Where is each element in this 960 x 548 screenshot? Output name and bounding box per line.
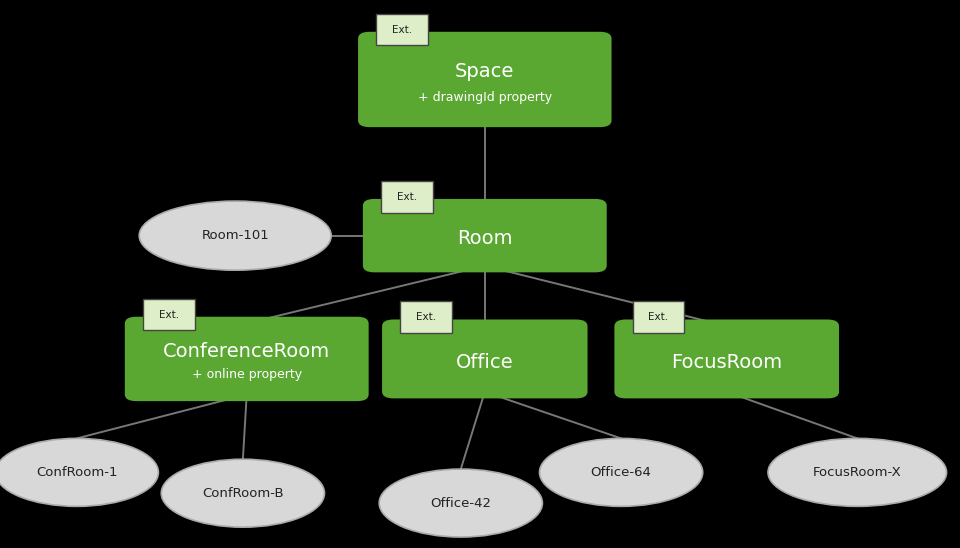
Ellipse shape [768, 438, 947, 506]
Text: + drawingId property: + drawingId property [418, 91, 552, 104]
Text: Ext.: Ext. [393, 25, 412, 35]
Text: Ext.: Ext. [397, 192, 417, 202]
Text: FocusRoom-X: FocusRoom-X [813, 466, 901, 479]
FancyBboxPatch shape [125, 317, 369, 401]
FancyBboxPatch shape [363, 199, 607, 272]
Text: ConfRoom-B: ConfRoom-B [202, 487, 284, 500]
Ellipse shape [540, 438, 703, 506]
Ellipse shape [161, 459, 324, 527]
Text: + online property: + online property [192, 368, 301, 381]
Text: Ext.: Ext. [649, 312, 668, 322]
Text: Room-101: Room-101 [202, 229, 269, 242]
Text: ConfRoom-1: ConfRoom-1 [36, 466, 117, 479]
FancyBboxPatch shape [382, 319, 588, 398]
Ellipse shape [379, 469, 542, 537]
Text: Ext.: Ext. [417, 312, 436, 322]
Text: ConferenceRoom: ConferenceRoom [163, 342, 330, 361]
Text: Office-42: Office-42 [430, 496, 492, 510]
FancyBboxPatch shape [358, 32, 612, 127]
Ellipse shape [0, 438, 158, 506]
Text: FocusRoom: FocusRoom [671, 353, 782, 372]
Text: Office: Office [456, 353, 514, 372]
FancyBboxPatch shape [614, 319, 839, 398]
Text: Room: Room [457, 229, 513, 248]
FancyBboxPatch shape [143, 299, 195, 330]
Text: Ext.: Ext. [159, 310, 179, 319]
FancyBboxPatch shape [381, 181, 433, 213]
FancyBboxPatch shape [633, 301, 684, 333]
Text: Space: Space [455, 62, 515, 81]
FancyBboxPatch shape [376, 14, 428, 45]
Text: Office-64: Office-64 [590, 466, 652, 479]
Ellipse shape [139, 201, 331, 270]
FancyBboxPatch shape [400, 301, 452, 333]
